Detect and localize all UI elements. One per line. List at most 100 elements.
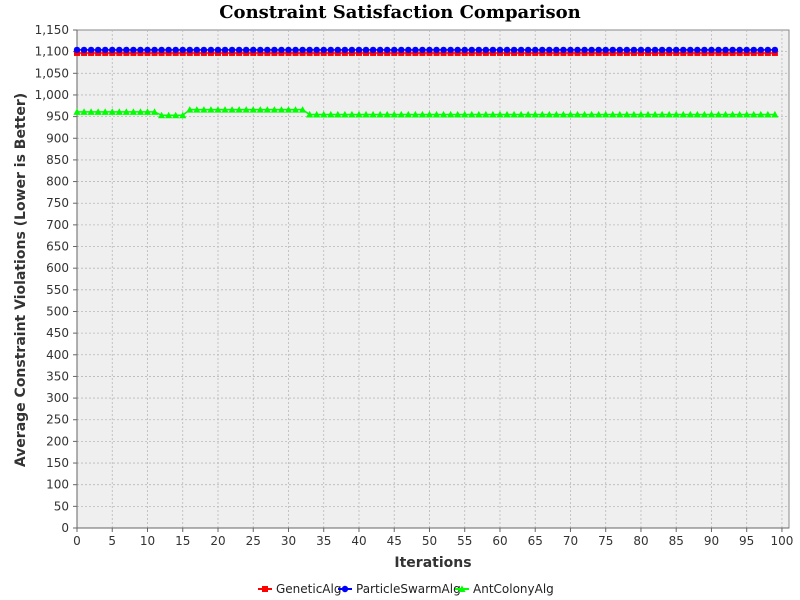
data-point: [482, 46, 490, 54]
x-tick-label: 0: [73, 534, 81, 548]
series-line: [77, 108, 775, 117]
data-point: [109, 46, 116, 54]
legend-label: ParticleSwarmAlg: [356, 582, 461, 596]
data-point: [524, 46, 532, 54]
data-point: [623, 110, 631, 118]
data-point: [721, 110, 730, 118]
data-point: [412, 46, 419, 54]
legend-label: AntColonyAlg: [473, 582, 554, 596]
data-point: [186, 106, 194, 113]
data-point: [433, 46, 440, 54]
data-point: [496, 46, 504, 54]
plot-area: [76, 29, 790, 529]
data-point: [686, 110, 694, 118]
y-tick-label: 700: [46, 218, 69, 232]
data-point: [496, 110, 504, 118]
data-point: [101, 46, 109, 54]
y-tick-label: 550: [46, 283, 69, 297]
data-point: [277, 106, 286, 113]
legend-marker: [341, 585, 349, 593]
data-point: [320, 46, 327, 54]
data-point: [87, 108, 95, 115]
data-point: [257, 46, 264, 54]
data-point: [545, 110, 553, 118]
data-point: [729, 46, 736, 54]
x-tick-label: 65: [528, 534, 543, 548]
data-point: [291, 106, 300, 113]
data-point: [679, 110, 687, 118]
axes: 0 5 10 15 20 25 30 35 40 45 50 55 60 65 70 75 80 85 90 95 10…: [35, 23, 794, 548]
data-point: [447, 46, 454, 54]
data-point: [73, 46, 81, 54]
data-point: [658, 110, 666, 118]
data-point: [207, 106, 215, 113]
y-tick-label: 1,000: [35, 88, 69, 102]
data-point: [574, 46, 581, 54]
data-point: [468, 110, 476, 118]
y-tick-label: 850: [46, 153, 69, 167]
data-point: [242, 46, 250, 54]
data-point: [439, 110, 448, 118]
grid: [77, 30, 789, 528]
y-tick-label: 350: [46, 369, 69, 383]
data-point: [503, 110, 511, 118]
data-point: [461, 46, 468, 54]
data-point: [313, 110, 321, 118]
data-point: [426, 46, 433, 54]
data-point: [637, 110, 645, 118]
data-point: [306, 46, 313, 54]
data-point: [729, 110, 737, 118]
data-point: [221, 46, 229, 54]
x-tick-label: 60: [492, 534, 507, 548]
data-point: [771, 46, 779, 54]
data-point: [693, 110, 701, 118]
data-point: [348, 46, 356, 54]
data-point: [369, 110, 377, 118]
data-point: [764, 46, 772, 54]
data-point: [694, 46, 701, 54]
data-point: [179, 46, 186, 54]
data-point: [468, 46, 475, 54]
data-point: [94, 46, 102, 54]
y-tick-label: 600: [46, 261, 69, 275]
data-point: [560, 46, 567, 54]
data-point: [151, 46, 158, 54]
data-point: [419, 46, 426, 54]
data-point: [553, 46, 560, 54]
data-point: [757, 110, 765, 118]
y-tick-label: 1,050: [35, 66, 69, 80]
data-point: [539, 46, 546, 54]
data-point: [327, 110, 335, 118]
data-point: [172, 111, 180, 119]
data-point: [129, 108, 137, 115]
data-point: [115, 108, 123, 115]
data-point: [489, 110, 497, 118]
x-tick-label: 55: [457, 534, 472, 548]
data-point: [743, 110, 751, 118]
data-point: [602, 110, 610, 118]
data-point: [757, 46, 765, 54]
data-point: [743, 46, 750, 54]
data-point: [214, 106, 222, 113]
y-tick-label: 750: [46, 196, 69, 210]
data-point: [165, 111, 173, 119]
data-point: [341, 46, 349, 54]
data-point: [390, 110, 398, 118]
x-tick-label: 40: [351, 534, 366, 548]
data-point: [271, 46, 278, 54]
data-point: [214, 46, 222, 54]
data-point: [313, 46, 320, 54]
data-point: [418, 110, 427, 118]
data-point: [552, 110, 560, 118]
data-point: [736, 46, 743, 54]
data-point: [637, 46, 645, 54]
y-tick-label: 250: [46, 413, 69, 427]
data-point: [580, 110, 589, 118]
data-point: [256, 106, 264, 113]
data-point: [172, 46, 179, 54]
data-point: [284, 106, 293, 113]
data-point: [221, 106, 229, 113]
data-point: [715, 46, 722, 54]
